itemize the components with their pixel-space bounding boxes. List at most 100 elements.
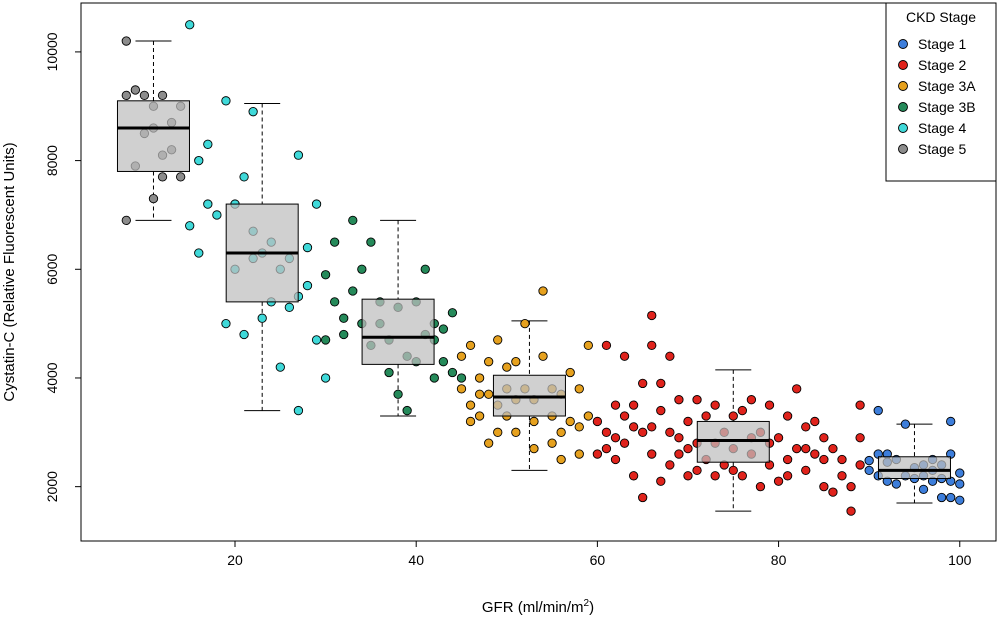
- data-point: [900, 419, 911, 429]
- data-point: [574, 449, 584, 459]
- data-point: [447, 367, 458, 378]
- x-tick-label: 40: [408, 552, 424, 568]
- data-point: [275, 362, 285, 372]
- data-point: [891, 479, 901, 489]
- data-point: [339, 313, 349, 323]
- data-point: [556, 454, 566, 465]
- data-point: [855, 460, 865, 470]
- data-point: [592, 416, 603, 427]
- data-point: [565, 416, 575, 427]
- data-point: [955, 479, 965, 489]
- data-point: [819, 433, 829, 443]
- data-point: [764, 400, 775, 410]
- data-point: [293, 405, 304, 416]
- data-point: [619, 411, 630, 421]
- data-point: [936, 492, 947, 503]
- legend-marker: [898, 81, 908, 91]
- data-point: [619, 438, 630, 448]
- data-point: [683, 416, 693, 427]
- data-point: [946, 492, 956, 503]
- data-point: [529, 443, 539, 454]
- data-point: [710, 400, 720, 410]
- axes-layer: 20 40 60 80 100 2000 4000 6000 8000 10000: [44, 32, 972, 568]
- data-point: [474, 389, 485, 399]
- data-point: [638, 427, 648, 437]
- data-point: [221, 318, 231, 329]
- data-point: [456, 384, 467, 394]
- data-point: [674, 433, 684, 443]
- data-point: [628, 471, 639, 481]
- data-point: [692, 395, 702, 405]
- data-point: [484, 389, 494, 399]
- data-point: [846, 482, 856, 492]
- data-point: [628, 422, 639, 432]
- legend-marker: [898, 60, 908, 70]
- data-point: [484, 438, 494, 448]
- data-point: [656, 405, 666, 416]
- data-point: [782, 454, 793, 465]
- data-point: [918, 484, 929, 495]
- data-point: [311, 199, 322, 209]
- y-tick-label: 2000: [44, 471, 60, 502]
- data-point: [248, 107, 258, 117]
- data-point: [130, 85, 141, 95]
- data-point: [311, 335, 322, 345]
- data-point: [221, 96, 231, 106]
- data-point: [565, 367, 575, 378]
- data-point: [656, 476, 666, 486]
- data-point: [538, 286, 548, 296]
- legend-title: CKD Stage: [906, 9, 976, 25]
- x-axis-title-superscript: 2: [584, 598, 590, 609]
- data-point: [665, 460, 675, 470]
- data-point: [493, 335, 503, 345]
- data-point: [194, 155, 204, 166]
- data-point: [855, 400, 865, 410]
- data-point: [665, 351, 675, 361]
- data-point: [438, 357, 449, 367]
- data-point: [647, 449, 657, 459]
- data-point: [810, 416, 820, 427]
- data-point: [710, 471, 720, 481]
- data-point: [683, 471, 693, 481]
- legend-label: Stage 3A: [918, 78, 976, 94]
- data-point: [674, 395, 684, 405]
- data-point: [846, 506, 856, 516]
- boxplot-box: [116, 100, 190, 172]
- data-point: [529, 416, 539, 427]
- data-point: [674, 449, 684, 459]
- data-point: [176, 172, 186, 182]
- data-point: [583, 340, 593, 351]
- data-point: [121, 36, 131, 46]
- data-point: [610, 400, 621, 410]
- data-point: [801, 422, 811, 432]
- data-point: [393, 389, 403, 399]
- data-point: [782, 471, 793, 481]
- legend-label: Stage 1: [918, 36, 966, 52]
- data-point: [456, 373, 467, 383]
- data-point: [610, 454, 621, 465]
- boxplot-box: [877, 456, 951, 480]
- data-point: [203, 139, 213, 149]
- y-tick-label: 8000: [44, 145, 60, 176]
- data-point: [185, 221, 195, 231]
- data-point: [647, 310, 657, 321]
- legend: CKD Stage Stage 1 Stage 2 Stage 3A Stage 3B…: [885, 2, 997, 182]
- data-point: [239, 329, 249, 340]
- data-point: [773, 476, 784, 486]
- x-tick-label: 20: [227, 552, 243, 568]
- data-point: [139, 90, 150, 101]
- data-point: [628, 400, 639, 410]
- data-point: [203, 199, 213, 209]
- data-point: [556, 427, 566, 437]
- data-point: [348, 286, 358, 296]
- legend-label: Stage 2: [918, 57, 966, 73]
- data-point: [782, 411, 793, 421]
- data-point: [511, 357, 521, 367]
- data-point: [239, 172, 249, 182]
- x-tick-label: 60: [590, 552, 606, 568]
- data-point: [148, 193, 159, 204]
- data-point: [474, 411, 485, 421]
- data-point: [755, 482, 766, 492]
- data-point: [212, 210, 222, 220]
